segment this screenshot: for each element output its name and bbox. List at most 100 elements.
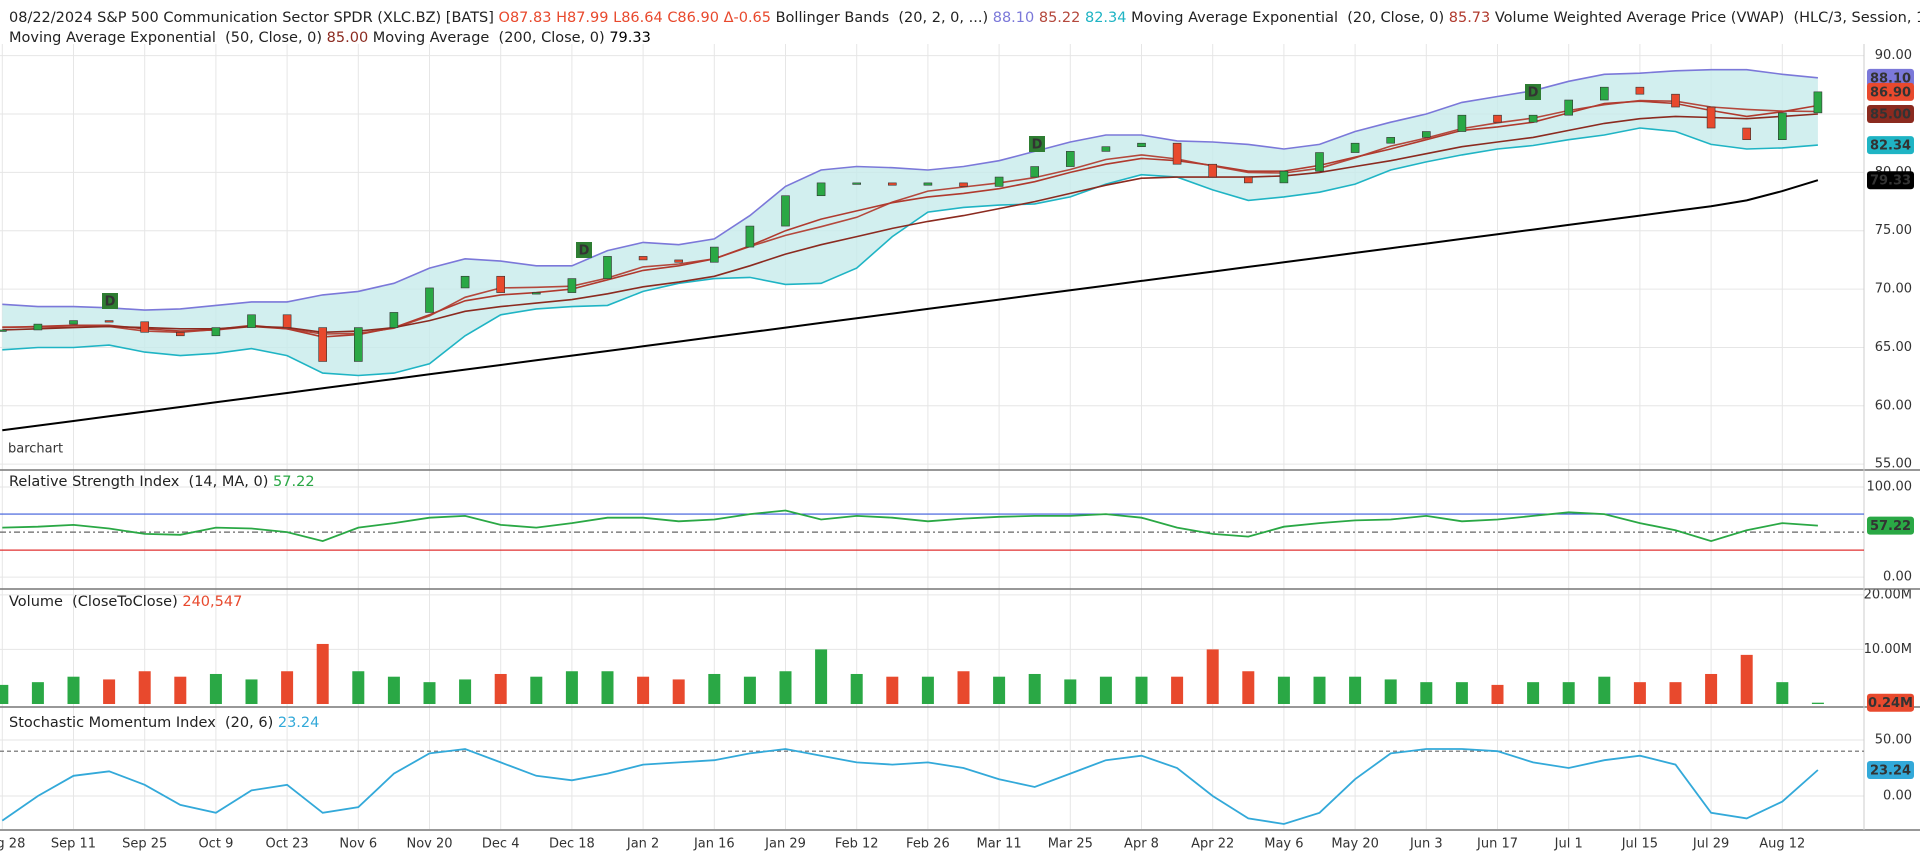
x-tick-label: Jan 16 bbox=[693, 837, 735, 852]
volume-bar bbox=[1598, 676, 1611, 704]
price-body bbox=[781, 195, 790, 227]
indicator-value: 85.00 bbox=[326, 30, 369, 46]
value-tag-label: 0.24M bbox=[1868, 696, 1913, 711]
indicator-line bbox=[2, 179, 1819, 432]
x-tick-label: Jul 15 bbox=[1621, 837, 1658, 852]
price-body bbox=[1528, 114, 1538, 123]
dividend-label: D bbox=[105, 295, 116, 310]
price-body bbox=[994, 176, 1004, 187]
volume-bar bbox=[67, 676, 80, 704]
price-body bbox=[1813, 91, 1823, 114]
indicator-value: 85.22 bbox=[1038, 10, 1081, 26]
price-body bbox=[1635, 86, 1645, 95]
indicator-value: 88.10 bbox=[992, 10, 1035, 26]
bollinger-middle bbox=[2, 99, 1818, 335]
volume-bar bbox=[708, 673, 721, 704]
price-header: 08/22/2024 S&P 500 Communication Sector … bbox=[9, 8, 1920, 48]
panel-value: 240,547 bbox=[182, 594, 243, 610]
price-body bbox=[959, 182, 968, 187]
y-tick-label: 60.00 bbox=[1875, 398, 1912, 413]
dividend-marker bbox=[1525, 84, 1541, 100]
volume-bar bbox=[209, 673, 222, 704]
y-tick-label: 90.00 bbox=[1875, 48, 1912, 63]
y-tick-label: 20.00M bbox=[1864, 587, 1912, 602]
volume-bar bbox=[174, 676, 187, 704]
x-tick-label: Jan 29 bbox=[764, 837, 806, 852]
price-body bbox=[318, 327, 328, 362]
volume-bar bbox=[1776, 682, 1789, 704]
price-body bbox=[1671, 93, 1680, 108]
price-body bbox=[567, 278, 577, 293]
y-tick-label: 0.00 bbox=[1883, 788, 1912, 803]
value-tag-label: 88.10 bbox=[1870, 71, 1911, 86]
volume-bar bbox=[31, 682, 44, 704]
value-tag bbox=[1867, 693, 1914, 712]
quote-value: Δ-0.65 bbox=[723, 10, 771, 26]
value-tag bbox=[1867, 171, 1914, 190]
x-tick-label: Apr 8 bbox=[1124, 837, 1159, 852]
value-tag-label: 79.33 bbox=[1870, 174, 1911, 189]
volume-bar bbox=[1064, 679, 1077, 704]
volume-bar bbox=[1313, 676, 1326, 704]
price-body bbox=[1279, 170, 1289, 184]
panel-header: Volume (CloseToClose) 240,547 bbox=[9, 594, 247, 610]
volume-bar bbox=[530, 676, 543, 704]
value-tag bbox=[1867, 68, 1914, 87]
price-body bbox=[709, 246, 719, 263]
volume-bar bbox=[1420, 682, 1433, 704]
value-tag-label: 82.34 bbox=[1870, 139, 1911, 154]
y-tick-label: 100.00 bbox=[1867, 480, 1913, 495]
price-body bbox=[1066, 151, 1075, 167]
dividend-marker bbox=[576, 242, 592, 258]
price-body bbox=[674, 259, 684, 263]
volume-bar bbox=[1277, 676, 1290, 704]
x-tick-label: Feb 12 bbox=[835, 837, 879, 852]
y-tick-label: 55.00 bbox=[1875, 457, 1912, 472]
volume-bar bbox=[1242, 671, 1255, 704]
indicator-value: 85.73 bbox=[1448, 10, 1491, 26]
volume-bar bbox=[637, 676, 650, 704]
volume-bar bbox=[565, 671, 578, 704]
panel-value: 23.24 bbox=[277, 715, 320, 731]
price-body bbox=[247, 314, 256, 328]
x-tick-label: Jun 3 bbox=[1409, 837, 1443, 852]
x-tick-label: May 6 bbox=[1264, 837, 1303, 852]
price-body bbox=[460, 275, 470, 289]
price-body bbox=[1101, 146, 1111, 152]
price-body bbox=[176, 331, 185, 337]
volume-bar bbox=[815, 649, 828, 704]
price-body bbox=[1600, 86, 1609, 101]
x-tick-label: Mar 25 bbox=[1048, 837, 1093, 852]
price-body bbox=[69, 320, 78, 325]
x-tick-label: Feb 26 bbox=[906, 837, 950, 852]
x-tick-label: Dec 4 bbox=[482, 837, 520, 852]
indicator-name: Moving Average Exponential (50, Close, 0… bbox=[9, 30, 323, 46]
price-body bbox=[496, 275, 506, 293]
volume-bar bbox=[1669, 682, 1682, 704]
volume-bar bbox=[601, 671, 614, 704]
price-body bbox=[104, 320, 114, 323]
price-body bbox=[1493, 114, 1502, 123]
volume-bar bbox=[779, 671, 792, 704]
x-tick-label: Nov 6 bbox=[339, 837, 377, 852]
symbol-title: 08/22/2024 S&P 500 Communication Sector … bbox=[9, 10, 494, 26]
volume-bar bbox=[1349, 676, 1362, 704]
price-body bbox=[1137, 142, 1146, 148]
price-body bbox=[531, 292, 541, 295]
price-body bbox=[1742, 127, 1751, 141]
panel-title: Stochastic Momentum Index (20, 6) bbox=[9, 715, 274, 731]
x-tick-label: Aug 28 bbox=[0, 837, 25, 852]
volume-bar bbox=[245, 679, 258, 704]
volume-bar bbox=[459, 679, 472, 704]
volume-bar bbox=[1028, 673, 1041, 704]
value-tag bbox=[1867, 136, 1914, 155]
x-tick-label: Oct 23 bbox=[266, 837, 309, 852]
x-tick-label: Dec 18 bbox=[549, 837, 595, 852]
x-tick-label: Nov 20 bbox=[406, 837, 452, 852]
x-tick-label: Jan 2 bbox=[626, 837, 659, 852]
indicator-line bbox=[2, 113, 1818, 334]
quote-value: O87.83 bbox=[498, 10, 552, 26]
volume-bar bbox=[1562, 682, 1575, 704]
indicator-value: 82.34 bbox=[1084, 10, 1127, 26]
